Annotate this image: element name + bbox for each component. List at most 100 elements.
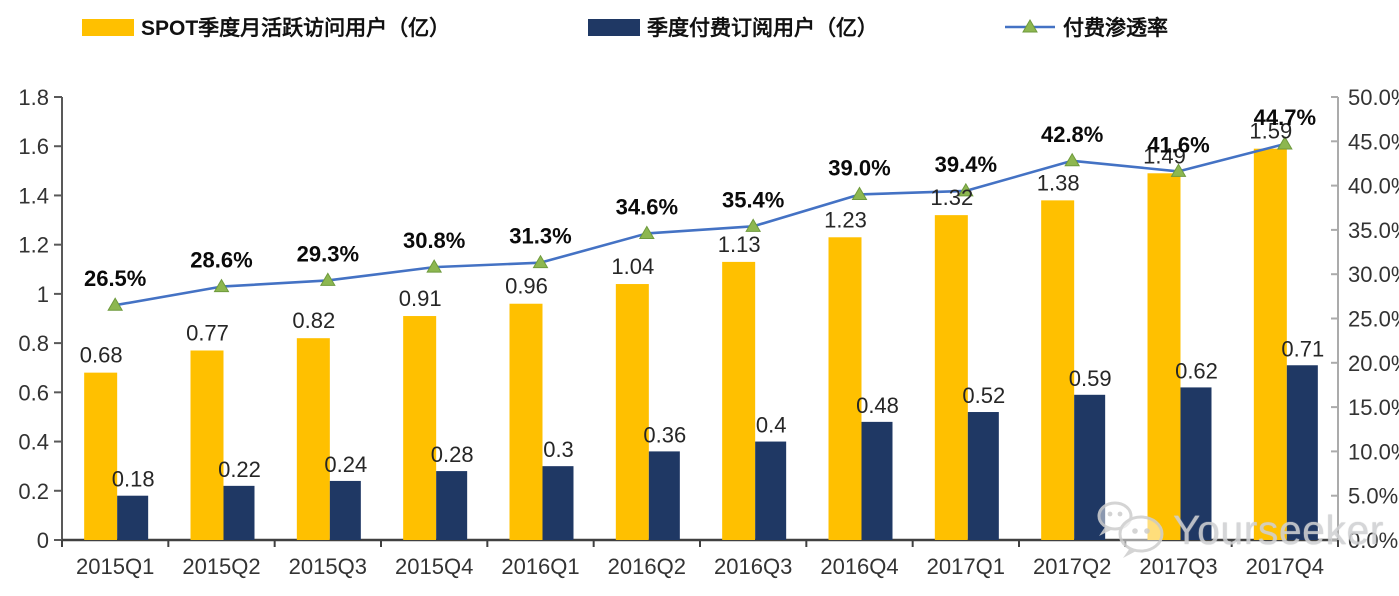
mau-bar: [615, 284, 649, 540]
left-axis-tick-label: 1.8: [18, 85, 49, 110]
subscriber-bar-label: 0.24: [324, 452, 367, 477]
legend-label-mau: SPOT季度月活跃访问用户（亿）: [141, 17, 451, 40]
subscriber-bar-label: 0.52: [962, 383, 1005, 408]
mau-swatch: [82, 18, 134, 36]
mau-bar-label: 1.32: [930, 185, 973, 210]
subscriber-bar: [223, 485, 255, 540]
mau-bar: [190, 350, 224, 540]
penetration-label: 30.8%: [403, 228, 465, 253]
subscriber-bar: [1074, 394, 1106, 540]
mau-bar: [934, 215, 968, 540]
subscriber-bar: [436, 471, 468, 540]
right-axis-tick-label: 50.0%: [1348, 85, 1399, 110]
right-axis-tick-label: 45.0%: [1348, 129, 1399, 154]
mau-bar: [722, 261, 756, 540]
mau-bar: [1147, 173, 1181, 541]
mau-bar-label: 1.38: [1037, 170, 1080, 195]
penetration-label: 28.6%: [190, 248, 252, 273]
penetration-label: 44.7%: [1254, 105, 1316, 130]
subscriber-bar-label: 0.4: [756, 413, 787, 438]
x-axis-label: 2016Q3: [714, 554, 792, 579]
subscriber-bar: [329, 480, 361, 540]
right-axis-tick-label: 10.0%: [1348, 439, 1399, 464]
left-axis-tick-label: 0.2: [18, 479, 49, 504]
subscriber-bar: [755, 441, 787, 540]
subscriber-bar-label: 0.22: [218, 457, 261, 482]
subscriber-bar-label: 0.62: [1175, 358, 1218, 383]
penetration-marker: [638, 225, 655, 239]
legend-label-subscribers: 季度付费订阅用户（亿）: [647, 17, 878, 40]
mau-bar: [1041, 200, 1075, 540]
subscriber-bar: [648, 451, 680, 540]
x-axis-label: 2016Q2: [608, 554, 686, 579]
mau-bar-label: 0.91: [399, 286, 442, 311]
penetration-marker: [1276, 135, 1293, 150]
legend-item-mau: SPOT季度月活跃访问用户（亿）: [82, 14, 450, 40]
x-axis-label: 2017Q4: [1246, 554, 1324, 579]
subscriber-bar-label: 0.59: [1069, 366, 1112, 391]
penetration-label: 26.5%: [84, 266, 146, 291]
mau-bar-label: 1.59: [1249, 119, 1292, 144]
x-axis-label: 2017Q2: [1033, 554, 1111, 579]
subscriber-bar: [1286, 365, 1318, 540]
mau-bar: [403, 316, 437, 540]
penetration-marker: [107, 297, 124, 311]
left-axis-tick-label: 1.2: [18, 233, 49, 258]
subscriber-bar: [117, 495, 149, 540]
penetration-label: 34.6%: [616, 194, 678, 219]
legend-item-penetration: 付费渗透率: [1004, 14, 1168, 40]
x-axis-label: 2017Q3: [1139, 554, 1217, 579]
penetration-label: 29.3%: [297, 241, 359, 266]
x-axis-label: 2015Q4: [395, 554, 473, 579]
x-axis-label: 2016Q1: [501, 554, 579, 579]
penetration-marker: [957, 182, 974, 197]
subscriber-bar-label: 0.18: [112, 467, 155, 492]
subscribers-swatch: [588, 18, 640, 36]
x-axis-label: 2015Q3: [289, 554, 367, 579]
subscriber-bar: [542, 466, 574, 540]
subscriber-bar: [967, 412, 999, 540]
left-axis-tick-label: 1: [37, 282, 49, 307]
left-axis-tick-label: 0.4: [18, 430, 49, 455]
mau-bar-label: 0.96: [505, 274, 548, 299]
left-axis-tick-label: 0.6: [18, 380, 49, 405]
mau-bar-label: 1.04: [611, 254, 654, 279]
subscriber-bar-label: 0.71: [1281, 336, 1324, 361]
right-axis-tick-label: 15.0%: [1348, 395, 1399, 420]
mau-bar-label: 0.77: [186, 320, 229, 345]
subscriber-bar-label: 0.28: [431, 442, 474, 467]
left-axis-tick-label: 1.6: [18, 134, 49, 159]
penetration-marker: [1064, 152, 1081, 167]
mau-bar: [1253, 148, 1287, 540]
subscriber-bar-label: 0.3: [543, 437, 574, 462]
mau-bar-label: 1.49: [1143, 143, 1186, 168]
penetration-marker: [213, 278, 230, 293]
penetration-marker: [426, 259, 443, 273]
mau-bar: [296, 338, 330, 540]
penetration-label: 39.4%: [935, 152, 997, 177]
left-axis-tick-label: 0: [37, 528, 49, 553]
penetration-label: 42.8%: [1041, 122, 1103, 147]
penetration-line: [114, 142, 1286, 307]
mau-bar: [828, 237, 862, 541]
right-axis-tick-label: 25.0%: [1348, 307, 1399, 332]
subscriber-bar-label: 0.48: [856, 393, 899, 418]
penetration-marker: [851, 186, 868, 200]
right-axis-tick-label: 20.0%: [1348, 351, 1399, 376]
right-axis-tick-label: 0.0%: [1348, 528, 1398, 553]
x-axis-label: 2015Q1: [76, 554, 154, 579]
left-axis-tick-label: 0.8: [18, 331, 49, 356]
left-axis-tick-label: 1.4: [18, 183, 49, 208]
x-axis-label: 2017Q1: [927, 554, 1005, 579]
mau-bar-label: 0.68: [80, 343, 123, 368]
penetration-label: 41.6%: [1147, 132, 1209, 157]
right-axis-tick-label: 5.0%: [1348, 484, 1398, 509]
line-marker-swatch-icon: [1005, 19, 1055, 33]
mau-bar-label: 1.13: [718, 232, 761, 257]
penetration-label: 39.0%: [828, 155, 890, 180]
right-axis-tick-label: 35.0%: [1348, 218, 1399, 243]
subscriber-bar: [1180, 387, 1212, 540]
x-axis-label: 2015Q2: [182, 554, 260, 579]
right-axis-tick-label: 30.0%: [1348, 262, 1399, 287]
